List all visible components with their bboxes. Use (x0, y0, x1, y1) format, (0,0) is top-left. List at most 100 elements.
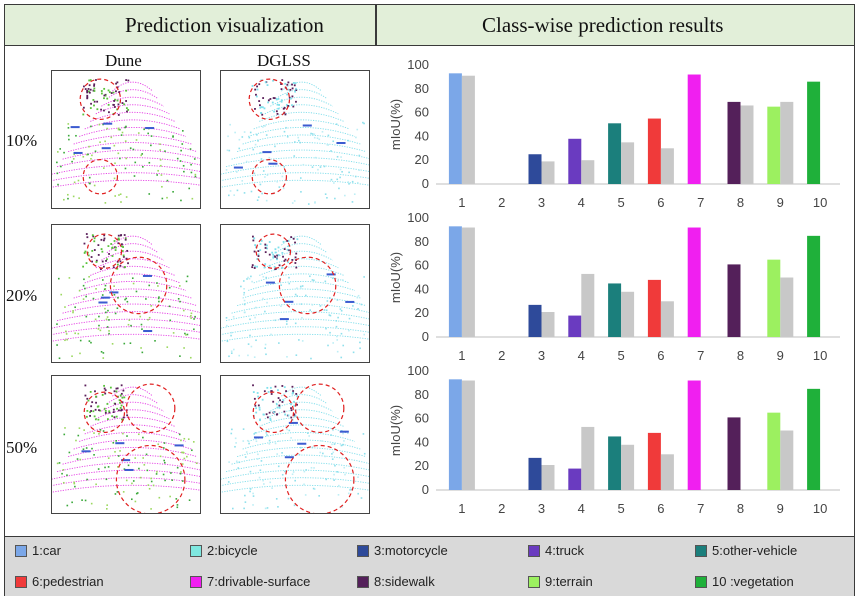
point (339, 176, 341, 179)
point (85, 447, 88, 449)
point (180, 149, 182, 152)
point (303, 470, 306, 473)
point (131, 277, 134, 280)
scan-ring (67, 142, 198, 153)
legend-item: 5:other-vehicle (695, 543, 797, 558)
point (72, 311, 74, 314)
point (182, 451, 185, 454)
point (93, 87, 96, 90)
point (100, 350, 103, 353)
point (117, 152, 120, 155)
point (91, 249, 94, 252)
point (347, 181, 350, 183)
scan-ring (90, 265, 176, 276)
point (272, 79, 274, 82)
point (262, 170, 265, 172)
point (261, 192, 263, 195)
point (276, 103, 279, 106)
point (84, 250, 87, 253)
scan-ring (259, 416, 345, 427)
point (97, 254, 100, 256)
point (357, 308, 359, 310)
scan-ring (270, 96, 333, 107)
point (284, 470, 286, 473)
point (135, 290, 138, 293)
point (157, 443, 160, 446)
legend-item: 1:car (15, 543, 61, 558)
legend-item: 9:terrain (528, 574, 593, 589)
point (143, 464, 146, 466)
point (253, 397, 256, 400)
scan-ring (52, 333, 200, 342)
point (287, 245, 290, 247)
point (96, 100, 99, 103)
point (252, 148, 255, 151)
point (101, 260, 104, 263)
point (141, 328, 143, 330)
point (292, 390, 295, 392)
point (340, 444, 343, 447)
point (256, 199, 259, 201)
point (295, 266, 298, 269)
point (193, 318, 195, 320)
x-tick-label: 10 (813, 501, 827, 516)
point (77, 332, 80, 335)
scan-ring (221, 172, 369, 182)
point (335, 325, 338, 328)
point (117, 455, 120, 457)
bar-class-5 (608, 123, 622, 184)
point (90, 256, 93, 258)
point (247, 276, 249, 279)
point (60, 165, 62, 168)
point (113, 100, 116, 102)
point (100, 238, 103, 241)
point (286, 83, 289, 86)
point (166, 179, 169, 182)
point (311, 279, 314, 281)
point (340, 156, 342, 158)
bar-class-7 (687, 227, 701, 337)
point (71, 501, 73, 504)
point (295, 252, 298, 255)
point (148, 193, 151, 195)
point (265, 199, 268, 202)
point (120, 392, 123, 395)
point (265, 353, 267, 356)
point (93, 83, 96, 86)
scan-ring (101, 250, 164, 261)
point (57, 277, 60, 280)
point (103, 87, 106, 90)
point (257, 140, 259, 142)
point (156, 282, 158, 284)
scan-ring (236, 447, 367, 458)
point (78, 197, 80, 199)
point (257, 250, 260, 252)
point (294, 82, 297, 85)
point (126, 249, 129, 252)
point (286, 355, 288, 358)
point (290, 236, 293, 238)
point (154, 340, 156, 342)
point (129, 147, 132, 149)
point (348, 183, 350, 185)
point (296, 238, 299, 241)
point (94, 318, 97, 321)
point (294, 262, 297, 264)
point (269, 98, 272, 100)
point (278, 406, 281, 409)
point (284, 113, 287, 116)
x-tick-label: 7 (697, 195, 704, 210)
bar-class-9 (767, 106, 781, 184)
point (82, 106, 85, 109)
point (311, 446, 314, 449)
point (101, 294, 104, 296)
point (190, 163, 192, 166)
point (192, 441, 195, 443)
car-points (297, 442, 307, 445)
point (305, 469, 307, 471)
point (238, 354, 241, 357)
point (103, 288, 106, 291)
point (120, 201, 122, 203)
point (298, 453, 301, 456)
point (113, 285, 115, 287)
